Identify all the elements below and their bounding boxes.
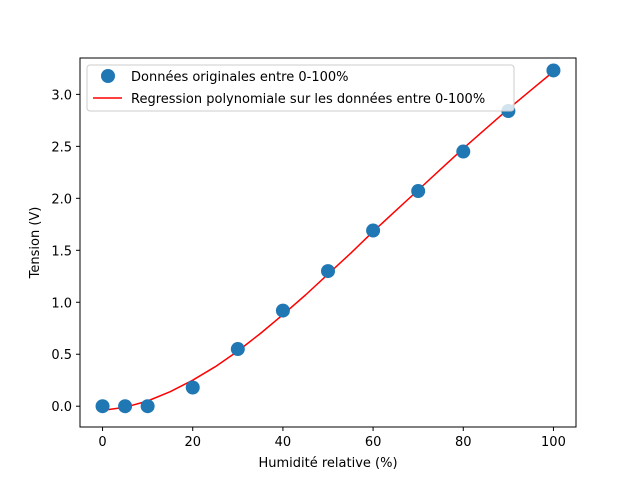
data-point (185, 380, 200, 395)
x-tick-label: 20 (184, 435, 201, 450)
y-tick-label: 1.0 (51, 296, 72, 311)
data-point (411, 184, 426, 199)
data-point (118, 399, 133, 414)
data-point (546, 63, 561, 78)
data-point (456, 144, 471, 159)
legend-label-line: Regression polynomiale sur les données e… (131, 92, 485, 107)
x-axis-title: Humidité relative (%) (258, 456, 397, 471)
x-tick-label: 0 (98, 435, 106, 450)
plot-area (80, 58, 576, 427)
legend-label-scatter: Données originales entre 0-100% (131, 70, 349, 85)
legend-marker-scatter (101, 69, 115, 83)
y-tick-label: 2.5 (51, 140, 72, 155)
data-point (275, 303, 290, 318)
legend-box (86, 64, 515, 112)
axes-layer (79, 57, 577, 428)
data-point (230, 342, 245, 357)
data-point (366, 223, 381, 238)
series-layer (95, 63, 561, 414)
ticks-layer: 0 20 40 60 80 100 0.0 0.5 1.0 1.5 2.0 2.5 3.0 (51, 88, 566, 450)
y-tick-label: 3.0 (51, 88, 72, 103)
y-tick-label: 2.0 (51, 192, 72, 207)
x-tick-label: 80 (455, 435, 472, 450)
x-tick-label: 100 (541, 435, 566, 450)
data-point (95, 399, 110, 414)
data-point (321, 264, 335, 279)
y-tick-label: 0.5 (51, 348, 72, 363)
x-tick-label: 40 (275, 435, 292, 450)
data-point (140, 399, 155, 414)
x-tick-label: 60 (365, 435, 382, 450)
y-tick-label: 0.0 (51, 400, 72, 415)
legend: Données originales entre 0-100% Regressi… (86, 64, 515, 112)
y-tick-label: 1.5 (51, 244, 72, 259)
plot-frame (79, 57, 577, 428)
y-axis-title: Tension (V) (28, 207, 43, 280)
